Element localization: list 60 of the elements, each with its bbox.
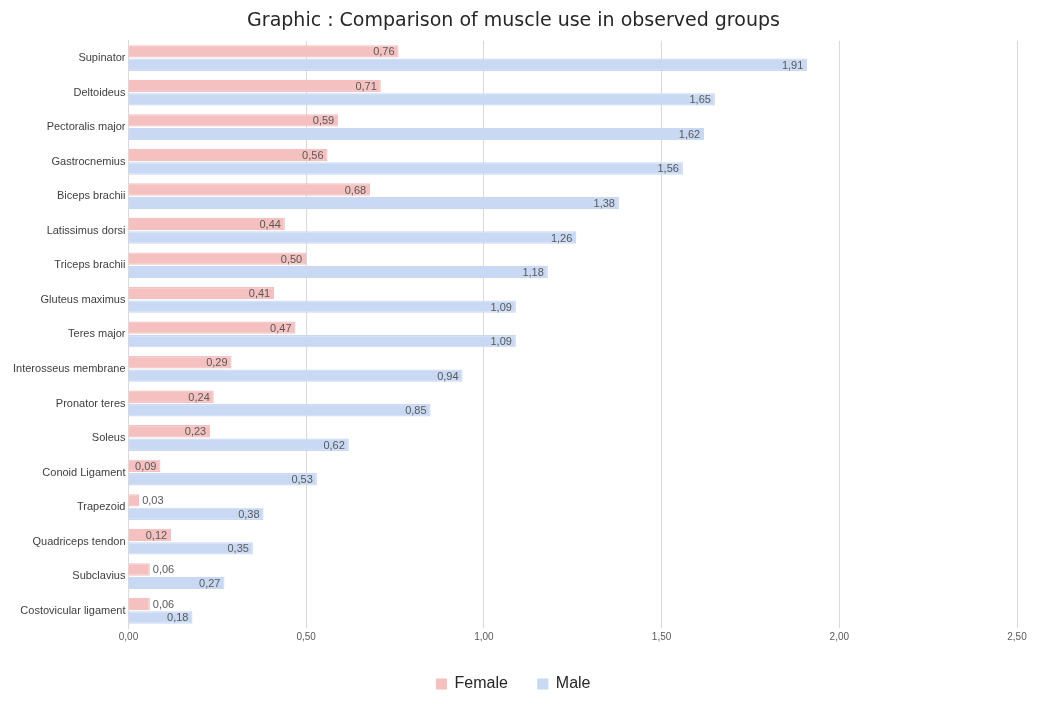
y-tick-label: Costovicular ligament (20, 603, 126, 616)
data-label: 0,44 (259, 218, 281, 231)
data-label: 0,27 (199, 576, 221, 589)
y-tick-label: Quadriceps tendon (32, 534, 126, 547)
data-label: 0,53 (291, 473, 313, 486)
data-label: 0,06 (152, 598, 175, 611)
data-label: 1,09 (490, 335, 512, 348)
data-label: 1,56 (657, 162, 679, 175)
y-tick-label: Biceps brachii (57, 189, 126, 202)
data-label: 0,50 (280, 252, 303, 265)
y-tick-label: Pronator teres (55, 396, 126, 409)
y-tick-label: Latissimus dorsi (46, 223, 126, 236)
data-label: 0,09 (135, 459, 157, 472)
x-tick-label: 0,50 (296, 630, 317, 642)
legend-label: Female (454, 674, 508, 692)
y-tick-label: Teres major (68, 327, 126, 340)
y-tick-label: Trapezoid (76, 500, 126, 513)
data-label: 0,59 (312, 114, 335, 127)
data-label: 0,23 (184, 425, 207, 438)
x-tick-label: 2,50 (1007, 630, 1028, 642)
y-tick-label: Supinator (78, 51, 126, 64)
data-label: 0,85 (405, 404, 427, 417)
x-tick-label: 1,50 (651, 630, 672, 642)
y-tick-label: Gastrocnemius (51, 154, 126, 167)
data-label: 1,38 (593, 197, 615, 209)
y-tick-label: Subclavius (72, 569, 126, 582)
y-tick-label: Deltoideus (73, 85, 126, 98)
data-label: 1,65 (689, 93, 711, 106)
data-label: 1,09 (490, 300, 512, 313)
data-label: 0,76 (373, 45, 395, 58)
y-tick-label: Triceps brachii (54, 258, 126, 271)
data-label: 0,12 (145, 528, 168, 541)
legend-label: Male (555, 674, 591, 692)
y-tick-label: Conoid Ligament (42, 465, 126, 478)
data-label: 0,62 (323, 438, 345, 451)
data-label: 0,18 (167, 611, 189, 624)
data-label: 0,24 (188, 390, 210, 403)
data-label: 0,47 (270, 321, 292, 334)
data-label: 1,91 (781, 58, 804, 71)
data-label: 1,18 (522, 266, 544, 279)
data-label: 0,41 (248, 287, 271, 300)
x-tick-label: 0,00 (118, 630, 139, 642)
data-label: 0,56 (302, 148, 324, 161)
data-label: 0,03 (142, 494, 164, 507)
y-tick-label: Interosseus membrane (13, 361, 126, 374)
y-tick-label: Gluteus maximus (40, 292, 126, 305)
data-label: 0,35 (227, 542, 249, 555)
chart-title: Graphic : Comparison of muscle use in observed groups (247, 8, 780, 31)
data-label: 0,29 (206, 356, 228, 369)
data-label: 0,06 (152, 563, 175, 576)
x-tick-label: 2,00 (829, 630, 850, 642)
x-tick-label: 1,00 (474, 630, 495, 642)
data-label: 1,26 (550, 231, 573, 244)
data-label: 0,71 (355, 79, 377, 92)
y-tick-label: Soleus (91, 431, 126, 444)
data-label: 1,62 (678, 127, 701, 140)
y-tick-label: Pectoralis major (46, 120, 126, 133)
data-label: 0,68 (344, 183, 367, 196)
data-label: 0,38 (238, 507, 260, 520)
data-label: 0,94 (437, 369, 459, 382)
